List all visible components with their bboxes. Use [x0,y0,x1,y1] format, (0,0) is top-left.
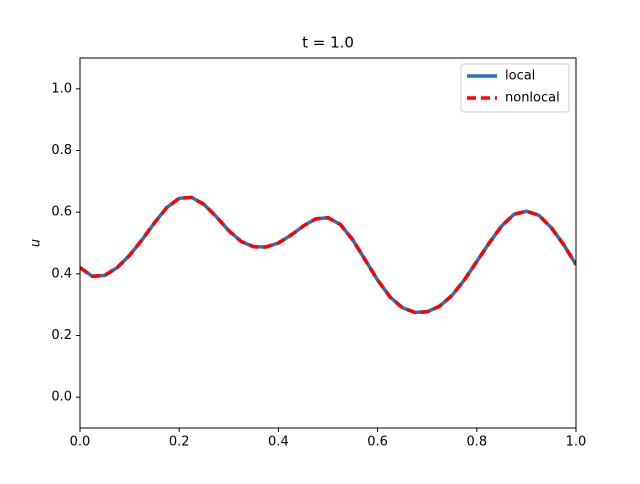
legend-label: local [505,69,535,84]
y-tick-label: 0.6 [51,205,72,220]
x-tick-label: 0.4 [268,435,289,450]
legend-label: nonlocal [505,91,560,106]
series-line [80,195,576,315]
y-tick-label: 0.8 [51,143,72,158]
series-line [80,195,576,315]
y-tick-label: 0.0 [51,390,72,405]
axes-frame [79,57,577,429]
y-axis-label: u [29,239,44,247]
y-tick-label: 0.4 [51,266,72,281]
x-tick-label: 0.6 [367,435,388,450]
y-tick-label: 1.0 [51,81,72,96]
x-tick-label: 1.0 [566,435,587,450]
y-tick-label: 0.2 [51,328,72,343]
x-tick-label: 0.2 [169,435,190,450]
x-tick-label: 0.8 [466,435,487,450]
x-tick-label: 0.0 [70,435,91,450]
chart-title: t = 1.0 [302,34,354,52]
